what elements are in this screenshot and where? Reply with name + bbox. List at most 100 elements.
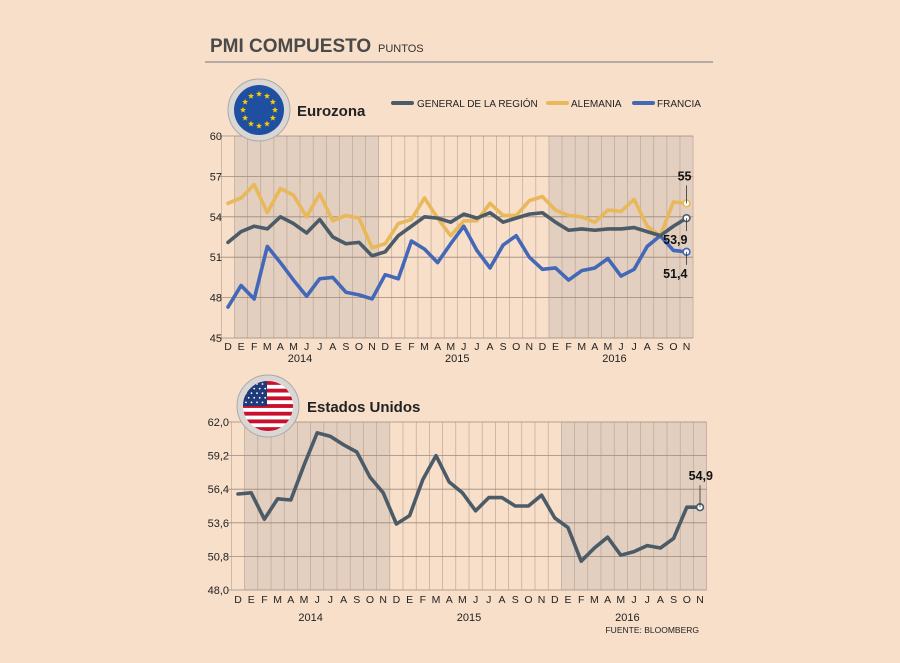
eurozona-x-tick-label: J: [461, 341, 466, 353]
us-flag-icon: [236, 374, 300, 438]
eurozona-end-label-francia: 51,4: [663, 267, 687, 281]
eurozona-end-label-alemania: 55: [678, 169, 692, 183]
eurozona-x-tick-label: M: [446, 341, 455, 353]
estados-unidos-y-tick-label: 53,6: [208, 518, 229, 530]
eurozona-x-tick-label: N: [526, 341, 534, 353]
estados-unidos-x-tick-label: M: [458, 594, 467, 606]
eurozona-x-tick-label: O: [669, 341, 677, 353]
estados-unidos-x-tick-label: S: [512, 594, 519, 606]
estados-unidos-x-tick-label: J: [645, 594, 650, 606]
us-stripe: [243, 404, 293, 408]
estados-unidos-y-tick-label: 62,0: [208, 417, 229, 429]
estados-unidos-x-tick-label: J: [473, 594, 478, 606]
us-star-icon: [258, 396, 261, 399]
eurozona-shaded-bands: [234, 136, 694, 338]
eurozona-x-tick-label: D: [381, 341, 389, 353]
estados-unidos-year-label: 2016: [615, 612, 639, 624]
eurozona-year-labels: 2014 2015 2016: [288, 353, 627, 365]
estados-unidos-x-tick-label: O: [366, 594, 374, 606]
estados-unidos-x-tick-label: E: [406, 594, 413, 606]
eurozona-x-tick-label: J: [304, 341, 309, 353]
eu-star-icon: [269, 114, 276, 121]
estados-unidos-y-tick-label: 48,0: [208, 585, 229, 597]
estados-unidos-x-tick-label: A: [604, 594, 611, 606]
estados-unidos-x-tick-label: E: [564, 594, 571, 606]
eurozona-x-tick-label: S: [500, 341, 507, 353]
eurozona-x-tick-label: J: [474, 341, 479, 353]
estados-unidos-x-tick-label: N: [538, 594, 546, 606]
estados-unidos-shade-band: [561, 422, 707, 590]
eu-star-icon: [269, 98, 276, 105]
eurozona-x-tick-label: J: [631, 341, 636, 353]
eurozona-x-tick-label: A: [329, 341, 336, 353]
us-star-icon: [247, 396, 250, 399]
estados-unidos-x-tick-label: N: [379, 594, 387, 606]
eurozona-x-tick-label: M: [263, 341, 272, 353]
eurozona-x-tick-label: A: [644, 341, 651, 353]
legend-label-general: GENERAL DE LA REGIÓN: [417, 97, 538, 110]
eurozona-x-tick-label: S: [657, 341, 664, 353]
us-stripe: [243, 419, 293, 424]
eu-star-icon: [271, 106, 279, 113]
page-title: PMI COMPUESTO: [210, 36, 371, 57]
eurozona-x-tick-label: S: [342, 341, 349, 353]
eurozona-year-label: 2015: [445, 353, 469, 365]
estados-unidos-x-tick-label: M: [300, 594, 309, 606]
eurozona-x-tick-label: F: [565, 341, 571, 353]
eurozona-x-tick-label: A: [434, 341, 441, 353]
eurozona-x-tick-label: E: [395, 341, 402, 353]
eurozona-y-tick-label: 51: [210, 252, 222, 264]
eurozona-y-tick-label: 57: [210, 171, 222, 183]
estados-unidos-x-tick-label: D: [551, 594, 559, 606]
estados-unidos-x-tick-label: M: [590, 594, 599, 606]
us-star-icon: [261, 401, 264, 404]
estados-unidos-y-tick-label: 59,2: [208, 451, 229, 463]
estados-unidos-x-tick-label: F: [578, 594, 584, 606]
eurozona-y-tick-label: 48: [210, 293, 222, 305]
us-stripe: [243, 388, 293, 393]
eurozona-x-tick-label: N: [368, 341, 376, 353]
eurozona-x-tick-label: A: [486, 341, 493, 353]
estados-unidos-x-tick-label: A: [287, 594, 294, 606]
estados-unidos-x-tick-label: F: [420, 594, 426, 606]
eurozona-x-tick-label: D: [224, 341, 232, 353]
us-stripe: [243, 381, 293, 385]
eurozona-series-alemania: [226, 182, 689, 250]
eurozona-x-tick-label: O: [355, 341, 363, 353]
eurozona-series-general-de-la-region: [226, 210, 689, 258]
eurozona-year-label: 2016: [602, 353, 626, 365]
eurozona-y-tick-label: 54: [210, 212, 222, 224]
estados-unidos-x-tick-label: E: [248, 594, 255, 606]
us-stripe: [243, 427, 293, 431]
legend-item-francia: FRANCIA: [632, 99, 701, 110]
us-star-icon: [264, 387, 267, 390]
eu-star-icon: [247, 92, 255, 99]
estados-unidos-x-tick-label: N: [696, 594, 704, 606]
estados-unidos-x-tick-label: M: [432, 594, 441, 606]
eurozona-y-ticks: 45 48 51 54 57 60: [210, 131, 222, 345]
legend-item-general: GENERAL DE LA REGIÓN: [391, 97, 538, 110]
estados-unidos-x-tick-label: O: [524, 594, 532, 606]
eurozona-x-tick-label: M: [289, 341, 298, 353]
eurozona-shade-band: [234, 136, 379, 338]
eu-star-icon: [242, 98, 249, 105]
legend-label-alemania: ALEMANIA: [571, 99, 622, 110]
estados-unidos-year-label: 2015: [457, 612, 481, 624]
eurozona-end-labels: 55 51,4 53,9: [663, 169, 691, 280]
eu-star-icon: [239, 106, 247, 113]
estados-unidos-x-tick-label: J: [328, 594, 333, 606]
eurozona-x-tick-label: F: [251, 341, 257, 353]
eurozona-x-tick-label: D: [539, 341, 547, 353]
estados-unidos-title: Estados Unidos: [307, 399, 420, 416]
us-star-icon: [253, 396, 256, 399]
estados-unidos-shade-band: [244, 422, 390, 590]
us-stripe: [243, 411, 293, 416]
estados-unidos-year-label: 2014: [298, 612, 322, 624]
us-star-icon: [264, 396, 267, 399]
estados-unidos-x-tick-label: M: [616, 594, 625, 606]
estados-unidos-series: [236, 430, 702, 564]
eurozona-y-tick-label: 60: [210, 131, 222, 143]
eu-star-icon: [255, 90, 263, 97]
source-note: FUENTE: BLOOMBERG: [605, 625, 699, 635]
